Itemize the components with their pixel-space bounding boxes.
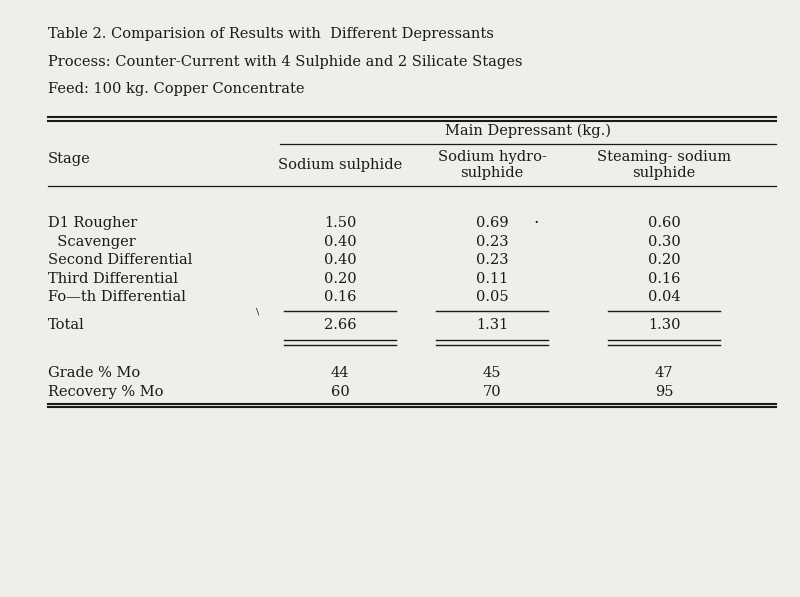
- Text: Scavenger: Scavenger: [48, 235, 136, 249]
- Text: 1.50: 1.50: [324, 216, 356, 230]
- Text: Steaming- sodium
sulphide: Steaming- sodium sulphide: [597, 150, 731, 180]
- Text: 1.30: 1.30: [648, 318, 680, 333]
- Text: 0.05: 0.05: [476, 290, 508, 304]
- Text: 60: 60: [330, 384, 350, 399]
- Text: Process: Counter-Current with 4 Sulphide and 2 Silicate Stages: Process: Counter-Current with 4 Sulphide…: [48, 55, 522, 69]
- Text: \: \: [256, 307, 259, 317]
- Text: 0.20: 0.20: [324, 272, 356, 286]
- Text: 0.16: 0.16: [324, 290, 356, 304]
- Text: 0.30: 0.30: [648, 235, 680, 249]
- Text: 47: 47: [654, 366, 674, 380]
- Text: Third Differential: Third Differential: [48, 272, 178, 286]
- Text: Main Depressant (kg.): Main Depressant (kg.): [445, 124, 611, 138]
- Text: 2.66: 2.66: [324, 318, 356, 333]
- Text: 0.23: 0.23: [476, 235, 508, 249]
- Text: Recovery % Mo: Recovery % Mo: [48, 384, 163, 399]
- Text: 0.40: 0.40: [324, 253, 356, 267]
- Text: Sodium hydro-
sulphide: Sodium hydro- sulphide: [438, 150, 546, 180]
- Text: 0.69: 0.69: [476, 216, 508, 230]
- Text: 0.11: 0.11: [476, 272, 508, 286]
- Text: Sodium sulphide: Sodium sulphide: [278, 158, 402, 173]
- Text: Second Differential: Second Differential: [48, 253, 192, 267]
- Text: 0.20: 0.20: [648, 253, 680, 267]
- Text: 70: 70: [482, 384, 502, 399]
- Text: Feed: 100 kg. Copper Concentrate: Feed: 100 kg. Copper Concentrate: [48, 82, 305, 96]
- Text: 0.16: 0.16: [648, 272, 680, 286]
- Text: ·: ·: [534, 215, 538, 232]
- Text: 1.31: 1.31: [476, 318, 508, 333]
- Text: Stage: Stage: [48, 152, 90, 167]
- Text: 95: 95: [654, 384, 674, 399]
- Text: 0.60: 0.60: [648, 216, 680, 230]
- Text: Table 2. Comparision of Results with  Different Depressants: Table 2. Comparision of Results with Dif…: [48, 27, 494, 41]
- Text: 0.40: 0.40: [324, 235, 356, 249]
- Text: 0.23: 0.23: [476, 253, 508, 267]
- Text: Grade % Mo: Grade % Mo: [48, 366, 140, 380]
- Text: 0.04: 0.04: [648, 290, 680, 304]
- Text: 44: 44: [330, 366, 350, 380]
- Text: Total: Total: [48, 318, 85, 333]
- Text: Fo—th Differential: Fo—th Differential: [48, 290, 186, 304]
- Text: D1 Rougher: D1 Rougher: [48, 216, 138, 230]
- Text: 45: 45: [482, 366, 502, 380]
